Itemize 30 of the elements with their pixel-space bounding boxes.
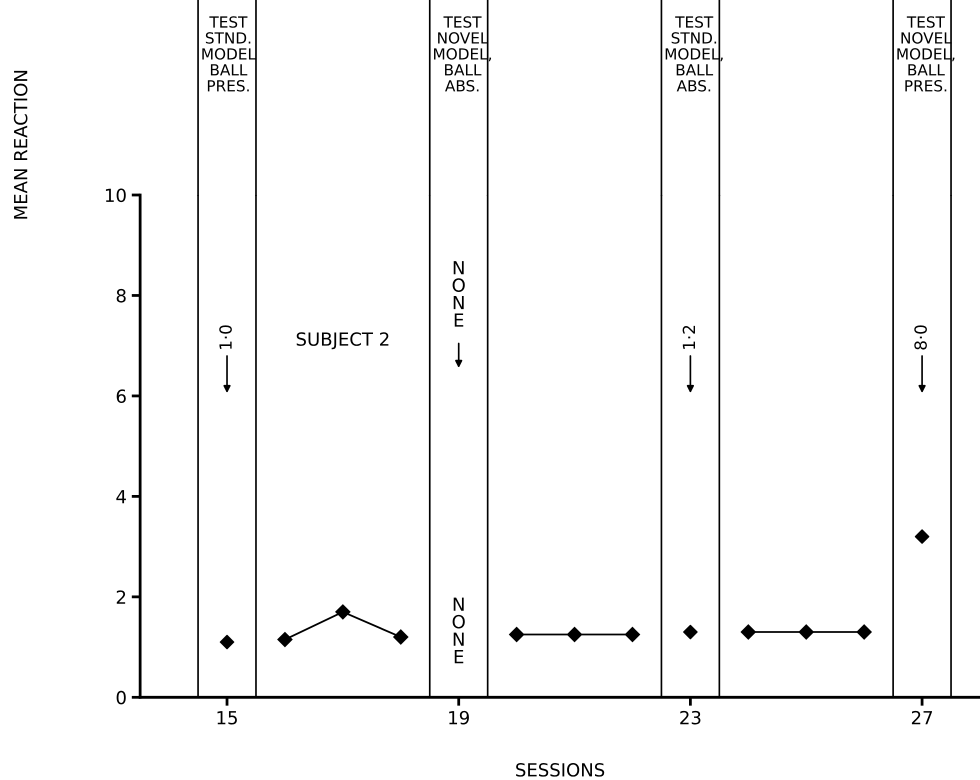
point <box>683 624 698 640</box>
y-axis-title: MEAN REACTION <box>14 70 28 219</box>
point <box>740 624 756 640</box>
point <box>335 604 350 620</box>
point <box>914 529 930 544</box>
point <box>277 632 293 648</box>
point <box>798 624 814 640</box>
x-tick-label: 27 <box>912 710 932 724</box>
point <box>566 626 582 642</box>
point <box>220 634 234 650</box>
point <box>393 629 408 645</box>
y-tick-label: 2 <box>116 590 126 604</box>
y-tick-label: 4 <box>116 490 126 504</box>
point <box>624 626 640 642</box>
y-tick-label: 6 <box>116 389 126 404</box>
point <box>509 626 524 642</box>
annotation: 1·2 <box>682 326 695 349</box>
y-tick-label: 0 <box>116 690 126 704</box>
point <box>856 624 872 640</box>
y-tick-label: 8 <box>116 288 126 303</box>
x-tick-label: 23 <box>680 710 700 724</box>
y-tick-label: 10 <box>106 188 126 202</box>
annotation: NONE <box>452 598 465 664</box>
annotation: 8·0 <box>914 325 927 350</box>
annotation: NONE <box>452 261 465 327</box>
x-tick-label: 15 <box>218 711 237 724</box>
annotation: SUBJECT 2 <box>296 332 388 350</box>
annotation: 1·0 <box>219 325 232 349</box>
x-tick-label: 19 <box>449 710 469 724</box>
x-axis-title: SESSIONS <box>516 763 604 777</box>
